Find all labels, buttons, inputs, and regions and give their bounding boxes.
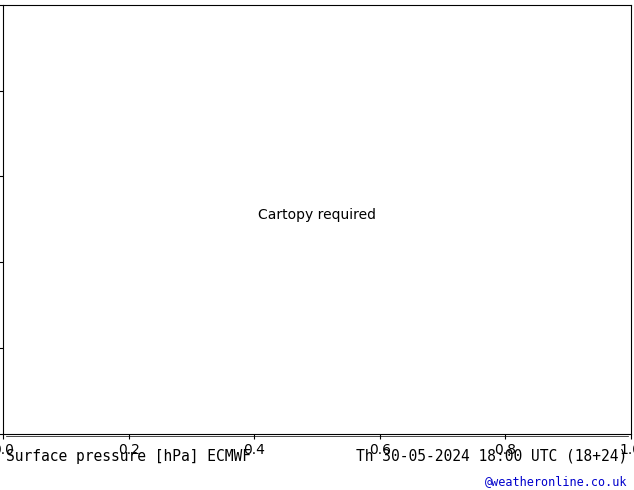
Text: @weatheronline.co.uk: @weatheronline.co.uk xyxy=(485,475,628,488)
Text: Surface pressure [hPa] ECMWF: Surface pressure [hPa] ECMWF xyxy=(6,449,251,464)
Text: Th 30-05-2024 18:00 UTC (18+24): Th 30-05-2024 18:00 UTC (18+24) xyxy=(356,449,628,464)
Text: Cartopy required: Cartopy required xyxy=(258,208,376,222)
